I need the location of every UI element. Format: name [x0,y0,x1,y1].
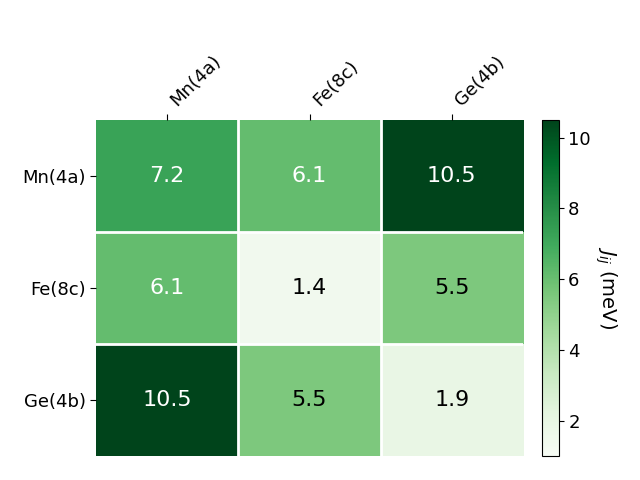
Text: 10.5: 10.5 [142,390,192,410]
Text: 10.5: 10.5 [427,166,477,186]
Text: 1.9: 1.9 [434,390,470,410]
Text: 5.5: 5.5 [434,278,470,298]
Text: 6.1: 6.1 [150,278,185,298]
Text: 1.4: 1.4 [292,278,327,298]
Text: 5.5: 5.5 [292,390,327,410]
Text: 7.2: 7.2 [150,166,185,186]
Text: 6.1: 6.1 [292,166,327,186]
Y-axis label: $J_{ij}$ (meV): $J_{ij}$ (meV) [593,246,619,330]
